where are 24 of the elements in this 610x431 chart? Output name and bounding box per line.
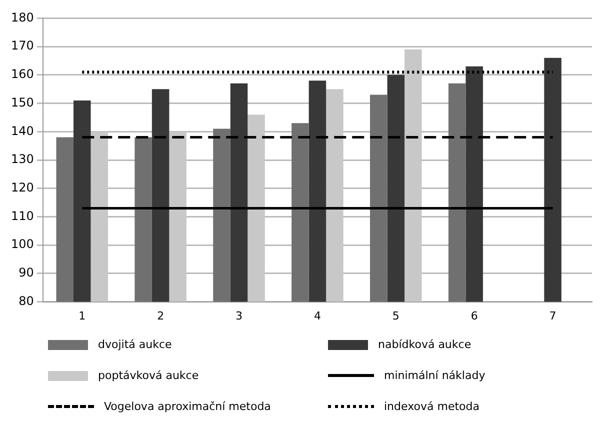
x-tick-label: 3: [236, 309, 243, 322]
y-tick-label: 170: [11, 38, 34, 53]
x-tick-label: 6: [470, 309, 478, 322]
y-tick-label: 180: [11, 10, 34, 24]
x-tick-label: 5: [392, 309, 400, 322]
y-tick-label: 80: [18, 294, 34, 308]
legend-label: dvojitá aukce: [98, 338, 172, 351]
y-tick-label: 110: [11, 208, 34, 223]
y-tick-label: 160: [11, 67, 34, 82]
y-tick-label: 150: [11, 95, 34, 110]
legend-label: Vogelova aproximační metoda: [104, 400, 271, 413]
x-tick-label: 7: [549, 309, 556, 322]
legend-label: indexová metoda: [384, 400, 480, 413]
y-tick-label: 140: [11, 124, 34, 138]
x-tick-label: 4: [314, 309, 321, 322]
legend-label: nabídková aukce: [378, 338, 472, 351]
legend-label: poptávková aukce: [98, 369, 199, 382]
legend-label: minimální náklady: [384, 369, 486, 382]
y-tick-label: 90: [18, 266, 34, 280]
x-tick-label: 1: [78, 309, 86, 322]
y-tick-label: 100: [11, 237, 34, 252]
y-tick-label: 130: [11, 152, 34, 166]
y-tick-label: 120: [11, 180, 34, 194]
x-tick-label: 2: [157, 309, 164, 322]
